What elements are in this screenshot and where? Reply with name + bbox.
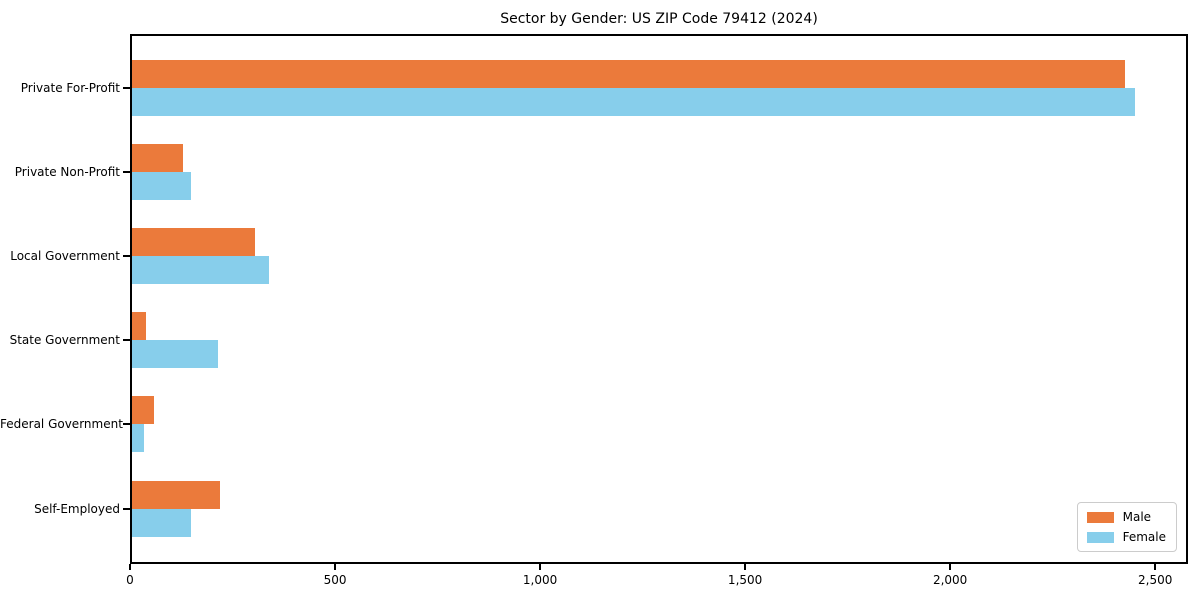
y-tick-mark-5: [123, 507, 130, 510]
bar-male-2: [132, 228, 255, 257]
bar-female-2: [132, 256, 269, 285]
x-tick-mark-4: [949, 564, 952, 570]
x-tick-label-4: 2,000: [932, 573, 968, 587]
x-tick-label-3: 1,500: [727, 573, 763, 587]
x-tick-label-1: 500: [323, 573, 347, 587]
legend-swatch-male: [1086, 511, 1114, 523]
chart-title: Sector by Gender: US ZIP Code 79412 (202…: [500, 11, 818, 27]
x-tick-mark-5: [1154, 564, 1157, 570]
bar-female-4: [132, 424, 145, 453]
x-tick-mark-1: [334, 564, 337, 570]
bar-female-1: [132, 172, 192, 201]
bar-male-0: [132, 60, 1125, 88]
y-tick-mark-1: [123, 171, 130, 174]
legend-item-male: Male: [1086, 510, 1166, 524]
y-tick-mark-3: [123, 339, 130, 342]
y-tick-mark-0: [123, 87, 130, 89]
legend-item-female: Female: [1086, 530, 1166, 544]
x-tick-mark-3: [744, 564, 747, 570]
y-tick-mark-2: [123, 255, 130, 258]
legend-label-male: Male: [1122, 510, 1152, 524]
legend-swatch-female: [1086, 531, 1114, 543]
y-tick-label-0: Private For-Profit: [20, 81, 120, 95]
y-tick-mark-4: [123, 423, 130, 426]
y-axis-ticks: [123, 34, 130, 564]
bar-female-0: [132, 88, 1135, 116]
plot-area: Male Female: [130, 34, 1188, 564]
x-tick-mark-0: [129, 564, 131, 570]
y-tick-label-1: Private Non-Profit: [14, 165, 120, 180]
x-tick-label-0: 0: [126, 573, 134, 587]
y-axis-labels: Private For-Profit Private Non-Profit Loca…: [0, 34, 123, 564]
y-tick-label-2: Local Government: [10, 249, 120, 264]
bar-female-5: [132, 508, 192, 537]
legend: Male Female: [1076, 502, 1177, 552]
bar-female-3: [132, 340, 218, 369]
bar-male-1: [132, 144, 184, 173]
x-tick-mark-2: [539, 564, 542, 570]
x-tick-label-2: 1,000: [522, 573, 558, 587]
x-axis: 0 500 1,000 1,500 2,000 2,500: [126, 564, 1188, 594]
y-tick-label-5: Self-Employed: [34, 501, 120, 516]
bar-male-4: [132, 396, 155, 425]
legend-label-female: Female: [1122, 530, 1166, 544]
y-tick-label-4: Federal Government: [0, 417, 123, 432]
y-tick-label-3: State Government: [9, 333, 120, 348]
x-tick-label-5: 2,500: [1138, 573, 1173, 587]
bar-male-5: [132, 480, 220, 509]
bar-male-3: [132, 312, 147, 341]
